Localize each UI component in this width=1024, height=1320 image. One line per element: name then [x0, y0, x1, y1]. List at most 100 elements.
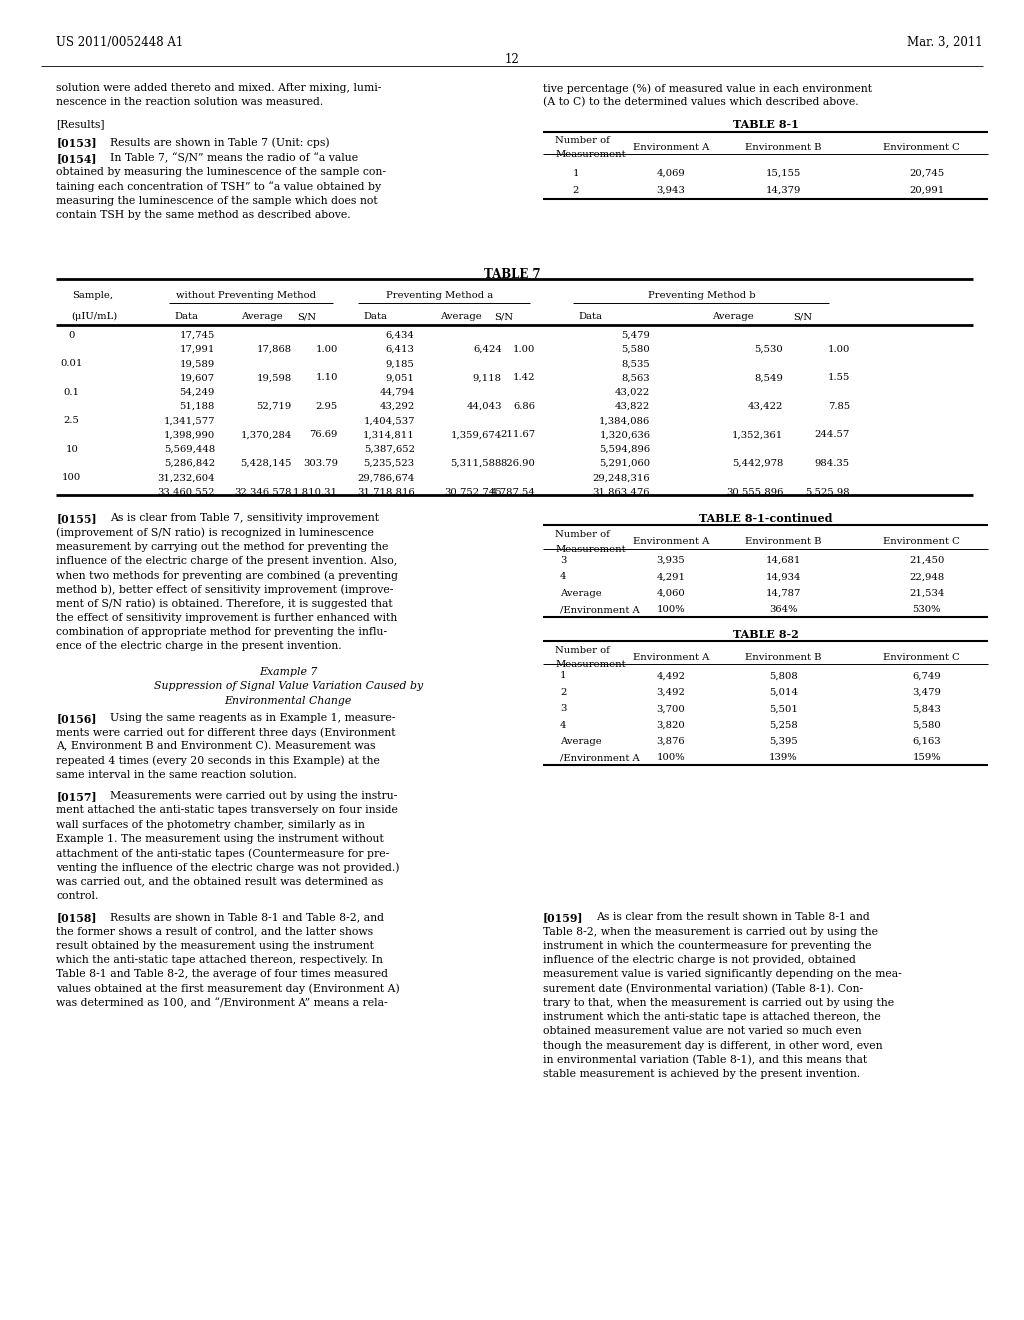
Text: 19,598: 19,598: [257, 374, 292, 383]
Text: 10: 10: [66, 445, 78, 454]
Text: combination of appropriate method for preventing the influ-: combination of appropriate method for pr…: [56, 627, 387, 638]
Text: 1,404,537: 1,404,537: [364, 416, 415, 425]
Text: 43,822: 43,822: [615, 403, 650, 411]
Text: wall surfaces of the photometry chamber, similarly as in: wall surfaces of the photometry chamber,…: [56, 820, 366, 830]
Text: [0156]: [0156]: [56, 713, 97, 723]
Text: 6,413: 6,413: [386, 345, 415, 354]
Text: 5,235,523: 5,235,523: [364, 459, 415, 469]
Text: 5,808: 5,808: [769, 672, 798, 680]
Text: Environment B: Environment B: [745, 537, 821, 546]
Text: 100: 100: [62, 474, 81, 482]
Text: 159%: 159%: [912, 754, 941, 763]
Text: 21,534: 21,534: [909, 589, 944, 598]
Text: influence of the electric charge is not provided, obtained: influence of the electric charge is not …: [543, 956, 856, 965]
Text: venting the influence of the electric charge was not provided.): venting the influence of the electric ch…: [56, 862, 399, 873]
Text: 5,525.98: 5,525.98: [805, 487, 850, 496]
Text: 31,232,604: 31,232,604: [158, 474, 215, 482]
Text: [0153]: [0153]: [56, 137, 97, 148]
Text: 3,700: 3,700: [656, 704, 685, 713]
Text: US 2011/0052448 A1: US 2011/0052448 A1: [56, 36, 183, 49]
Text: measurement value is varied significantly depending on the mea-: measurement value is varied significantl…: [543, 969, 901, 979]
Text: Environment A: Environment A: [633, 143, 709, 152]
Text: Results are shown in Table 7 (Unit: cps): Results are shown in Table 7 (Unit: cps): [110, 137, 329, 148]
Text: 7.85: 7.85: [827, 403, 850, 411]
Text: instrument which the anti-static tape is attached thereon, the: instrument which the anti-static tape is…: [543, 1012, 881, 1022]
Text: method b), better effect of sensitivity improvement (improve-: method b), better effect of sensitivity …: [56, 585, 393, 595]
Text: Number of: Number of: [555, 645, 610, 655]
Text: 5,580: 5,580: [912, 721, 941, 730]
Text: Table 8-1 and Table 8-2, the average of four times measured: Table 8-1 and Table 8-2, the average of …: [56, 969, 388, 979]
Text: measurement by carrying out the method for preventing the: measurement by carrying out the method f…: [56, 541, 389, 552]
Text: 5,580: 5,580: [622, 345, 650, 354]
Text: S/N: S/N: [297, 312, 316, 321]
Text: 4,060: 4,060: [656, 589, 685, 598]
Text: 2: 2: [572, 186, 579, 195]
Text: Sample,: Sample,: [72, 290, 113, 300]
Text: 5,442,978: 5,442,978: [732, 459, 783, 469]
Text: 1,398,990: 1,398,990: [164, 430, 215, 440]
Text: 5,014: 5,014: [769, 688, 798, 697]
Text: [Results]: [Results]: [56, 119, 104, 129]
Text: 9,118: 9,118: [473, 374, 502, 383]
Text: 139%: 139%: [769, 754, 798, 763]
Text: 984.35: 984.35: [815, 459, 850, 469]
Text: contain TSH by the same method as described above.: contain TSH by the same method as descri…: [56, 210, 351, 220]
Text: influence of the electric charge of the present invention. Also,: influence of the electric charge of the …: [56, 556, 397, 566]
Text: in environmental variation (Table 8-1), and this means that: in environmental variation (Table 8-1), …: [543, 1055, 867, 1065]
Text: which the anti-static tape attached thereon, respectively. In: which the anti-static tape attached ther…: [56, 956, 383, 965]
Text: same interval in the same reaction solution.: same interval in the same reaction solut…: [56, 770, 297, 780]
Text: Example 1. The measurement using the instrument without: Example 1. The measurement using the ins…: [56, 834, 384, 843]
Text: without Preventing Method: without Preventing Method: [176, 290, 315, 300]
Text: 530%: 530%: [912, 605, 941, 614]
Text: 5,395: 5,395: [769, 737, 798, 746]
Text: when two methods for preventing are combined (a preventing: when two methods for preventing are comb…: [56, 570, 398, 581]
Text: result obtained by the measurement using the instrument: result obtained by the measurement using…: [56, 941, 374, 950]
Text: TABLE 8-1: TABLE 8-1: [732, 119, 799, 129]
Text: Average: Average: [440, 312, 482, 321]
Text: Measurement: Measurement: [555, 545, 626, 553]
Text: 303.79: 303.79: [303, 459, 338, 469]
Text: 2.5: 2.5: [63, 416, 80, 425]
Text: was carried out, and the obtained result was determined as: was carried out, and the obtained result…: [56, 876, 384, 887]
Text: measuring the luminescence of the sample which does not: measuring the luminescence of the sample…: [56, 195, 378, 206]
Text: ment attached the anti-static tapes transversely on four inside: ment attached the anti-static tapes tran…: [56, 805, 398, 816]
Text: TABLE 8-1-continued: TABLE 8-1-continued: [698, 513, 833, 524]
Text: 2.95: 2.95: [315, 403, 338, 411]
Text: 5,843: 5,843: [912, 704, 941, 713]
Text: 1.00: 1.00: [315, 345, 338, 354]
Text: /Environment A: /Environment A: [560, 754, 640, 763]
Text: 8,549: 8,549: [755, 374, 783, 383]
Text: [0158]: [0158]: [56, 912, 97, 923]
Text: 5,530: 5,530: [755, 345, 783, 354]
Text: 17,745: 17,745: [179, 331, 215, 339]
Text: 5,387,652: 5,387,652: [364, 445, 415, 454]
Text: Average: Average: [241, 312, 283, 321]
Text: 826.90: 826.90: [501, 459, 536, 469]
Text: taining each concentration of TSH” to “a value obtained by: taining each concentration of TSH” to “a…: [56, 182, 382, 193]
Text: S/N: S/N: [495, 312, 514, 321]
Text: 9,185: 9,185: [386, 359, 415, 368]
Text: 1: 1: [572, 169, 579, 178]
Text: /Environment A: /Environment A: [560, 605, 640, 614]
Text: trary to that, when the measurement is carried out by using the: trary to that, when the measurement is c…: [543, 998, 894, 1008]
Text: [0154]: [0154]: [56, 153, 97, 164]
Text: 1,384,086: 1,384,086: [599, 416, 650, 425]
Text: A, Environment B and Environment C). Measurement was: A, Environment B and Environment C). Mea…: [56, 742, 376, 751]
Text: Results are shown in Table 8-1 and Table 8-2, and: Results are shown in Table 8-1 and Table…: [110, 912, 384, 923]
Text: As is clear from the result shown in Table 8-1 and: As is clear from the result shown in Tab…: [596, 912, 869, 923]
Text: TABLE 7: TABLE 7: [483, 268, 541, 281]
Text: 1: 1: [560, 672, 566, 680]
Text: solution were added thereto and mixed. After mixing, lumi-: solution were added thereto and mixed. A…: [56, 83, 382, 94]
Text: In Table 7, “S/N” means the radio of “a value: In Table 7, “S/N” means the radio of “a …: [110, 153, 357, 164]
Text: tive percentage (%) of measured value in each environment: tive percentage (%) of measured value in…: [543, 83, 871, 94]
Text: 31,863,476: 31,863,476: [593, 487, 650, 496]
Text: the former shows a result of control, and the latter shows: the former shows a result of control, an…: [56, 927, 374, 937]
Text: 19,607: 19,607: [180, 374, 215, 383]
Text: (A to C) to the determined values which described above.: (A to C) to the determined values which …: [543, 98, 858, 108]
Text: 5,291,060: 5,291,060: [599, 459, 650, 469]
Text: 31,718,816: 31,718,816: [357, 487, 415, 496]
Text: 51,188: 51,188: [179, 403, 215, 411]
Text: 0: 0: [69, 331, 75, 339]
Text: 244.57: 244.57: [815, 430, 850, 440]
Text: 76.69: 76.69: [309, 430, 338, 440]
